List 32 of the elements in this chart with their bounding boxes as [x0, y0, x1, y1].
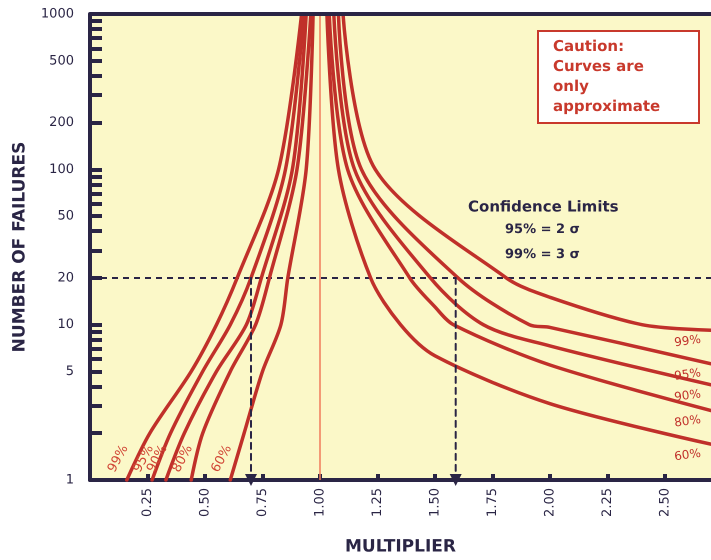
- y-tick-label: 1: [66, 472, 74, 488]
- text: 60%: [673, 446, 702, 464]
- y-tick-label: 200: [49, 115, 74, 130]
- annotation: Confidence Limits: [468, 198, 619, 216]
- note-box: Caution: Curves are only approximate: [537, 30, 700, 124]
- annotation: 95% = 2 σ: [505, 222, 580, 237]
- text: 60%: [208, 442, 236, 475]
- y-tick-label: 100: [49, 162, 74, 177]
- x-tick-label: 0.50: [198, 488, 212, 517]
- x-tick-label: 1.75: [485, 488, 500, 517]
- y-tick-label: 10: [57, 317, 74, 332]
- x-axis-title: MULTIPLIER: [345, 536, 456, 556]
- text: 80%: [673, 412, 702, 430]
- text: 80%: [169, 442, 196, 475]
- x-tick-label: 0.75: [255, 488, 270, 517]
- y-axis-title: NUMBER OF FAILURES: [10, 142, 30, 352]
- x-tick-label: 0.25: [140, 488, 155, 517]
- x-tick-label: 1.00: [312, 488, 328, 517]
- x-tick-label: 2.50: [658, 488, 672, 517]
- y-tick-label: 20: [57, 270, 74, 286]
- annotation: 99% = 3 σ: [505, 247, 580, 262]
- y-tick-label: 1000: [40, 6, 74, 22]
- y-tick-label: 5: [66, 364, 74, 379]
- y-tick-label: 50: [57, 208, 74, 224]
- x-tick-label: 1.50: [428, 488, 442, 517]
- text: 99%: [104, 442, 132, 475]
- x-tick-label: 2.25: [600, 488, 615, 517]
- x-tick-label: 1.25: [370, 488, 385, 517]
- x-tick-label: 2.00: [542, 488, 558, 517]
- y-tick-label: 500: [49, 53, 74, 68]
- text: 99%: [673, 332, 702, 350]
- text: 90%: [673, 386, 702, 404]
